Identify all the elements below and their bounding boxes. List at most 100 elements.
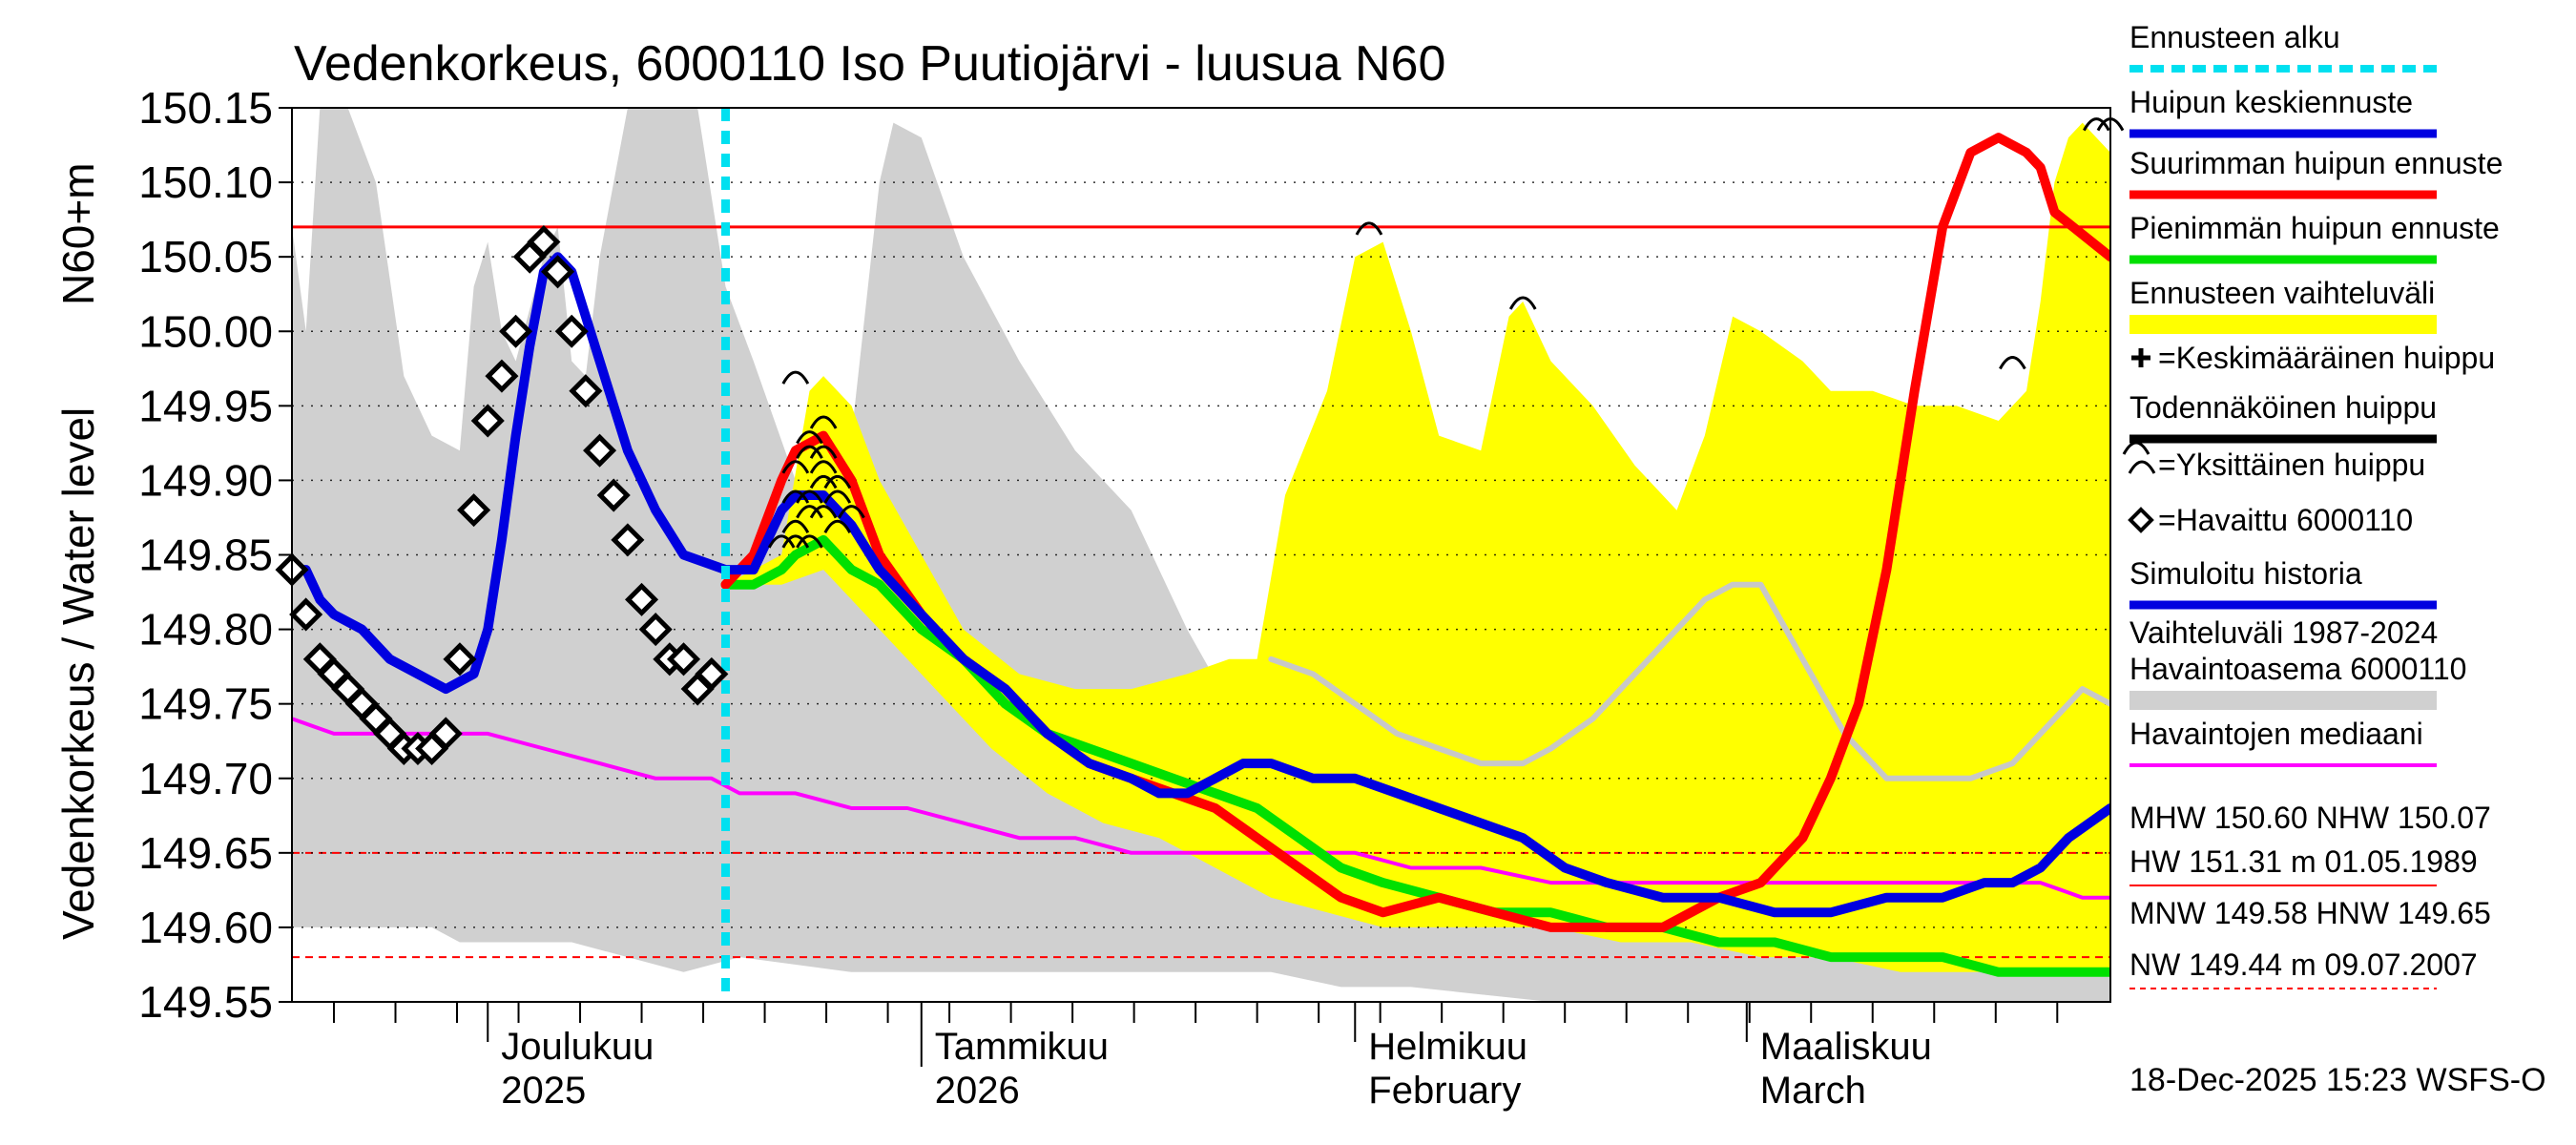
single-peak-marker <box>2083 117 2110 132</box>
single-peak-marker <box>809 505 838 519</box>
observed-point <box>611 523 645 557</box>
single-peak-marker <box>796 505 823 519</box>
y-tick-label: 149.90 <box>138 455 273 505</box>
x-year-label: March <box>1760 1070 1866 1112</box>
footer-group: 18-Dec-2025 15:23 WSFS-O <box>2129 1062 2546 1098</box>
observed-point <box>554 314 589 348</box>
x-month-label: Maaliskuu <box>1760 1026 1932 1068</box>
y-tick-label: 149.70 <box>138 754 273 803</box>
single-peak-marker <box>809 474 838 489</box>
single-peak-marker <box>1355 221 1383 236</box>
legend-label: Havaintoasema 6000110 <box>2129 652 2466 686</box>
y-tick-label: 149.95 <box>138 381 273 430</box>
y-tick-label: 149.75 <box>138 679 273 729</box>
y-tick-label: 149.60 <box>138 903 273 952</box>
y-axis: 149.55 149.60 149.65 149.70 149.75 149.80 149.… <box>138 83 292 1027</box>
y-axis-unit-label: N60+m <box>53 162 103 305</box>
legend-label: =Keskimääräinen huippu <box>2158 341 2495 375</box>
stat-text: NW 149.44 m 09.07.2007 <box>2129 947 2478 982</box>
single-peak-marker <box>796 534 823 549</box>
legend-label: Ennusteen vaihteluväli <box>2129 276 2435 310</box>
observed-point <box>289 597 323 632</box>
y-tick-label: 150.15 <box>138 83 273 133</box>
y-tick-label: 149.65 <box>138 828 273 878</box>
range-bands <box>292 108 2110 1002</box>
series-lines <box>292 108 2110 1002</box>
series-line <box>292 717 2110 900</box>
x-year-label: 2026 <box>935 1070 1020 1112</box>
x-month-label: Helmikuu <box>1368 1026 1527 1068</box>
observed-point <box>428 717 463 751</box>
stat-text: HW 151.31 m 01.05.1989 <box>2129 844 2478 879</box>
single-peak-marker <box>781 489 810 504</box>
chart-title: Vedenkorkeus, 6000110 Iso Puutiojärvi - … <box>294 36 1445 92</box>
x-year-label: February <box>1368 1070 1521 1112</box>
legend-swatch <box>2129 691 2437 710</box>
single-peak-marker <box>767 534 796 549</box>
x-month-label: Tammikuu <box>935 1026 1109 1068</box>
single-peak-marker <box>781 370 810 385</box>
series-line <box>720 133 2110 932</box>
single-peak-marker <box>823 519 852 534</box>
legend-label: Vaihteluväli 1987-2024 <box>2129 615 2438 650</box>
observed-point <box>443 642 477 677</box>
legend-label: Simuloitu historia <box>2129 556 2362 591</box>
single-peak-marker <box>809 460 838 474</box>
legend-label: Pienimmän huipun ennuste <box>2129 211 2500 245</box>
series-line <box>720 534 2110 977</box>
single-peak-marker <box>823 489 852 504</box>
observed-point <box>625 582 659 616</box>
observed-point <box>457 493 491 528</box>
single-peak-marker <box>823 474 852 489</box>
y-axis-label: Vedenkorkeus / Water level <box>53 407 103 940</box>
observed-point <box>569 374 603 408</box>
y-tick-label: 149.55 <box>138 977 273 1027</box>
single-peak-marker <box>1999 356 2026 370</box>
single-peak-marker <box>781 534 810 549</box>
y-tick-label: 149.85 <box>138 531 273 580</box>
single-peak-marker <box>796 430 823 445</box>
legend-label: Havaintojen mediaani <box>2129 717 2423 751</box>
footer-timestamp: 18-Dec-2025 15:23 WSFS-O <box>2129 1062 2546 1098</box>
forecast-range-band <box>725 122 2110 972</box>
observed-point <box>596 478 631 512</box>
legend-label: Suurimman huipun ennuste <box>2129 146 2503 180</box>
y-tick-label: 150.00 <box>138 306 273 356</box>
legend-label: =Yksittäinen huippu <box>2158 448 2425 482</box>
observed-point <box>666 642 701 677</box>
observed-point <box>470 404 505 438</box>
observed-point <box>638 613 673 647</box>
legend-label: Huipun keskiennuste <box>2129 85 2413 119</box>
observed-point <box>499 314 533 348</box>
observed-point <box>583 433 617 468</box>
legend-swatch <box>2128 507 2154 533</box>
y-axis-label-group: Vedenkorkeus / Water level N60+m <box>53 162 103 940</box>
stat-text: MNW 149.58 HNW 149.65 <box>2129 896 2491 930</box>
single-peak-marker <box>838 505 865 519</box>
single-peak-marker <box>809 415 838 429</box>
chart-title-group: Vedenkorkeus, 6000110 Iso Puutiojärvi - … <box>294 36 1445 92</box>
legend-swatch <box>2122 441 2150 455</box>
single-peak-marker <box>796 489 823 504</box>
single-peak-marker <box>796 445 823 459</box>
y-tick-label: 149.80 <box>138 605 273 655</box>
observed-point <box>541 255 575 289</box>
single-peak-marker <box>1508 296 1537 310</box>
legend-label: Ennusteen alku <box>2129 20 2340 54</box>
observed-point <box>527 225 561 260</box>
observed-point <box>485 359 519 393</box>
series-line <box>292 252 2110 918</box>
series-line <box>1268 581 2110 781</box>
x-year-label: 2025 <box>501 1070 586 1112</box>
single-peak-marker <box>781 519 810 534</box>
legend: Ennusteen alku Huipun keskiennuste Suurimm… <box>2122 20 2503 989</box>
y-tick-label: 150.05 <box>138 232 273 281</box>
single-peak-marker <box>809 445 838 459</box>
legend-label: Todennäköinen huippu <box>2129 390 2437 425</box>
legend-swatch <box>2129 315 2437 334</box>
legend-label: =Havaittu 6000110 <box>2158 503 2413 537</box>
y-tick-label: 150.10 <box>138 157 273 207</box>
observed-point <box>695 656 729 691</box>
